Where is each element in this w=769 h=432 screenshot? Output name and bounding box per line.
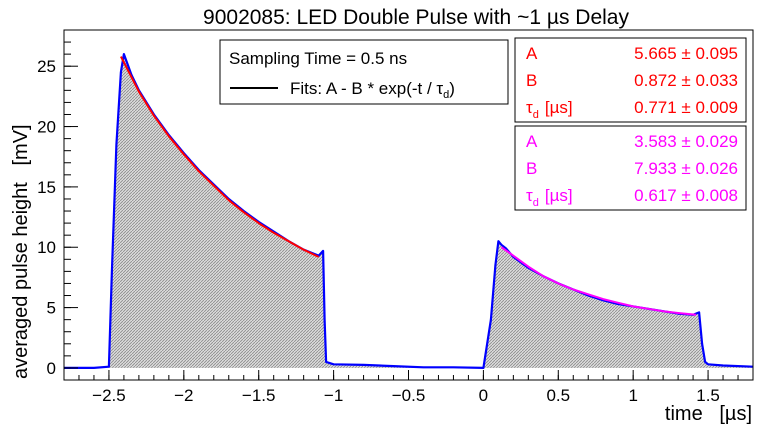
x-tick-label: −1 — [324, 386, 343, 405]
x-tick-label: −2.5 — [92, 386, 126, 405]
fit-param-value: 0.872 ± 0.033 — [634, 71, 738, 90]
x-tick-label: 1 — [628, 386, 637, 405]
fit-box-2: A 3.583 ± 0.029 B 7.933 ± 0.026 τd [µs] 0.617 … — [514, 125, 747, 211]
x-tick-label: −0.5 — [392, 386, 426, 405]
fit-param-value: 7.933 ± 0.026 — [634, 159, 738, 178]
y-tick-label: 5 — [47, 299, 56, 318]
fit-param-value: 5.665 ± 0.095 — [634, 44, 738, 63]
legend-box — [219, 39, 509, 105]
fit-box-1: A 5.665 ± 0.095 B 0.872 ± 0.033 τd [µs] 0.771 … — [514, 37, 747, 123]
fit-param-name: A — [526, 44, 538, 63]
y-axis-label: averaged pulse height [mV] — [10, 124, 32, 379]
y-tick-label: 25 — [37, 57, 56, 76]
y-tick-label: 20 — [37, 118, 56, 137]
x-tick-label: 0.5 — [546, 386, 570, 405]
fit-box-frame — [514, 37, 747, 123]
fit-box-frame — [514, 125, 747, 211]
legend-entry-subscript: d — [443, 89, 449, 101]
chart-title: 9002085: LED Double Pulse with ~1 µs Del… — [203, 6, 629, 29]
fit-param-name: τd [µs] — [526, 98, 573, 121]
series-area-fill — [64, 54, 753, 368]
fit-curve-2 — [500, 246, 697, 316]
x-axis-label: time [µs] — [665, 403, 752, 425]
fit-param-name: τd [µs] — [526, 186, 573, 209]
y-tick-label: 0 — [47, 359, 56, 378]
y-tick-label: 10 — [37, 238, 56, 257]
x-tick-label: 0 — [479, 386, 488, 405]
x-tick-label: −1.5 — [242, 386, 276, 405]
legend-header: Sampling Time = 0.5 ns — [229, 49, 407, 68]
x-tick-label: −2 — [174, 386, 193, 405]
fit-curve-1 — [120, 56, 320, 258]
legend-entry: Fits: A - B * exp(-t / τd) — [290, 79, 455, 101]
y-tick-label: 15 — [37, 178, 56, 197]
fit-param-value: 3.583 ± 0.029 — [634, 132, 738, 151]
fit-param-value: 0.771 ± 0.009 — [634, 98, 738, 117]
legend: Sampling Time = 0.5 ns Fits: A - B * exp… — [219, 39, 509, 105]
fit-param-value: 0.617 ± 0.008 — [634, 186, 738, 205]
fit-param-name: B — [526, 159, 537, 178]
fit-param-name: A — [526, 132, 538, 151]
fit-param-name: B — [526, 71, 537, 90]
x-tick-label: 1.5 — [696, 386, 720, 405]
